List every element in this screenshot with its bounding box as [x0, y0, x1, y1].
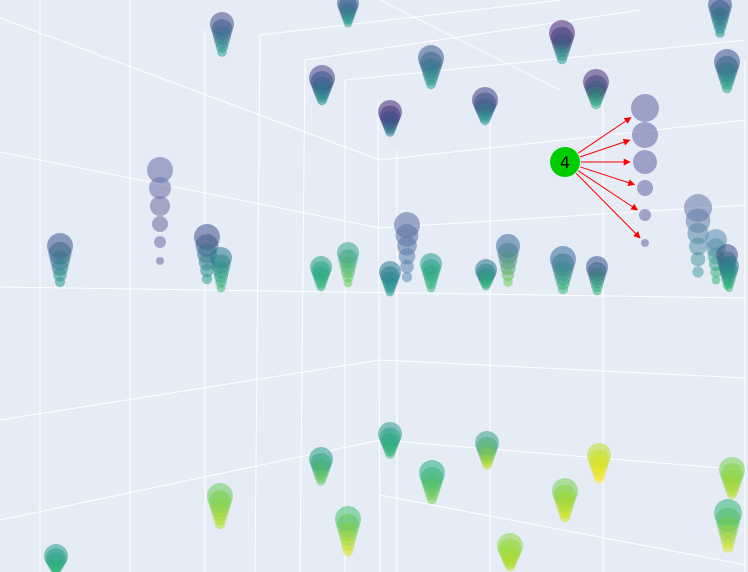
- data-marker[interactable]: [711, 275, 721, 285]
- annotated-marker[interactable]: [639, 209, 651, 221]
- annotation-arrow: [579, 138, 631, 158]
- gridline: [0, 286, 747, 299]
- data-marker[interactable]: [152, 216, 168, 232]
- data-marker[interactable]: [692, 266, 704, 278]
- data-marker[interactable]: [726, 488, 738, 500]
- data-marker[interactable]: [556, 53, 568, 65]
- annotation-arrow: [580, 166, 636, 186]
- data-marker[interactable]: [690, 251, 706, 267]
- data-marker[interactable]: [559, 511, 571, 523]
- gridline: [379, 119, 747, 161]
- data-marker[interactable]: [426, 493, 438, 505]
- data-marker[interactable]: [400, 259, 414, 274]
- data-marker[interactable]: [721, 82, 733, 94]
- annotation-arrow: [578, 170, 639, 211]
- data-marker[interactable]: [687, 222, 709, 245]
- data-marker[interactable]: [481, 281, 491, 291]
- gridline: [254, 34, 261, 572]
- annotation-badge: [550, 147, 580, 177]
- data-marker[interactable]: [501, 268, 515, 282]
- data-marker[interactable]: [217, 47, 227, 57]
- gridline: [299, 59, 306, 572]
- data-marker[interactable]: [401, 271, 413, 283]
- data-marker[interactable]: [479, 114, 491, 126]
- data-marker[interactable]: [398, 247, 416, 265]
- data-marker[interactable]: [385, 127, 395, 137]
- data-marker[interactable]: [156, 257, 164, 265]
- annotated-marker[interactable]: [633, 150, 657, 174]
- data-marker[interactable]: [557, 283, 569, 295]
- data-marker[interactable]: [710, 266, 722, 278]
- annotation-arrow: [575, 173, 641, 239]
- gridline: [304, 9, 641, 61]
- annotated-marker[interactable]: [631, 94, 659, 122]
- data-marker[interactable]: [51, 565, 61, 572]
- annotated-marker[interactable]: [641, 239, 649, 247]
- annotated-marker[interactable]: [637, 180, 653, 196]
- data-marker[interactable]: [504, 560, 516, 572]
- gridline: [0, 151, 381, 229]
- annotation-arrows: [575, 117, 641, 239]
- annotation-arrow: [577, 117, 632, 154]
- gridline: [0, 17, 381, 161]
- gridline: [379, 439, 747, 471]
- data-marker[interactable]: [201, 273, 213, 285]
- gridline: [0, 359, 381, 421]
- gridline: [344, 39, 747, 81]
- data-marker[interactable]: [316, 476, 326, 486]
- data-marker[interactable]: [342, 545, 354, 557]
- data-marker[interactable]: [385, 287, 395, 297]
- gridline: [259, 0, 561, 36]
- data-marker[interactable]: [149, 177, 171, 199]
- data-marker[interactable]: [594, 474, 604, 484]
- annotation: 4: [550, 117, 641, 239]
- data-marker[interactable]: [426, 283, 436, 293]
- gridline: [379, 0, 561, 91]
- annotation-label: 4: [560, 153, 570, 172]
- data-marker[interactable]: [482, 460, 492, 470]
- data-marker[interactable]: [214, 518, 226, 530]
- data-marker[interactable]: [503, 277, 513, 287]
- data-marker[interactable]: [425, 78, 437, 90]
- annotated-marker[interactable]: [632, 122, 658, 148]
- data-marker[interactable]: [725, 284, 733, 292]
- data-marker[interactable]: [385, 449, 395, 459]
- data-marker[interactable]: [150, 196, 170, 216]
- data-marker[interactable]: [147, 157, 173, 183]
- data-marker[interactable]: [590, 98, 602, 110]
- data-marker[interactable]: [200, 263, 214, 278]
- data-marker[interactable]: [316, 282, 326, 292]
- data-marker[interactable]: [722, 541, 734, 553]
- data-marker[interactable]: [689, 237, 707, 256]
- data-marker[interactable]: [592, 286, 602, 296]
- data-marker[interactable]: [316, 94, 328, 106]
- gridline: [379, 494, 747, 566]
- data-marker[interactable]: [715, 28, 725, 38]
- gridline: [379, 359, 747, 379]
- data-marker[interactable]: [54, 276, 66, 288]
- data-marker[interactable]: [343, 18, 353, 28]
- data-marker[interactable]: [343, 278, 353, 288]
- data-marker[interactable]: [216, 283, 226, 293]
- gridline: [377, 99, 381, 572]
- markers: [44, 0, 745, 572]
- data-marker[interactable]: [154, 236, 166, 248]
